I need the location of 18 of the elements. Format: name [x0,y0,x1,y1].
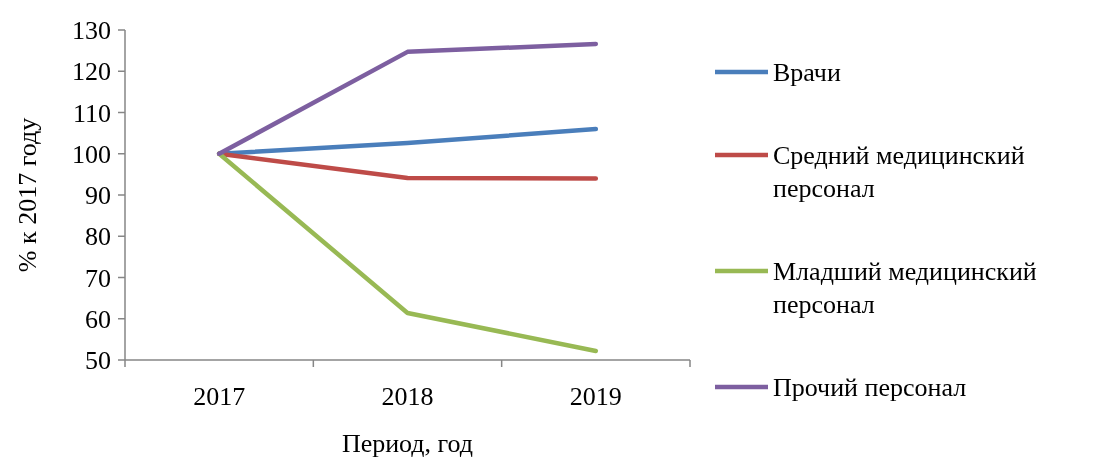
x-tick-label: 2018 [381,382,434,411]
y-axis-title: % к 2017 году [13,117,42,273]
x-tick-label: 2017 [193,382,246,411]
legend-label: Врачи [773,58,841,88]
y-tick-label: 130 [72,16,111,46]
y-tick-label: 110 [72,98,111,128]
legend-label: Младший медицинский персонал [773,257,1037,320]
y-tick-label: 100 [72,139,111,169]
y-tick-label: 80 [85,222,111,252]
y-tick-label: 60 [85,304,111,334]
y-tick-label: 50 [85,346,111,376]
legend-label: Средний медицинский персонал [773,141,1025,204]
x-tick-label: 2019 [569,382,622,411]
y-tick-label: 90 [85,181,111,211]
x-axis-title: Период, год [341,429,474,458]
legend-label: Прочий персонал [773,373,967,403]
y-tick-label: 70 [85,263,111,293]
y-tick-label: 120 [72,57,111,87]
